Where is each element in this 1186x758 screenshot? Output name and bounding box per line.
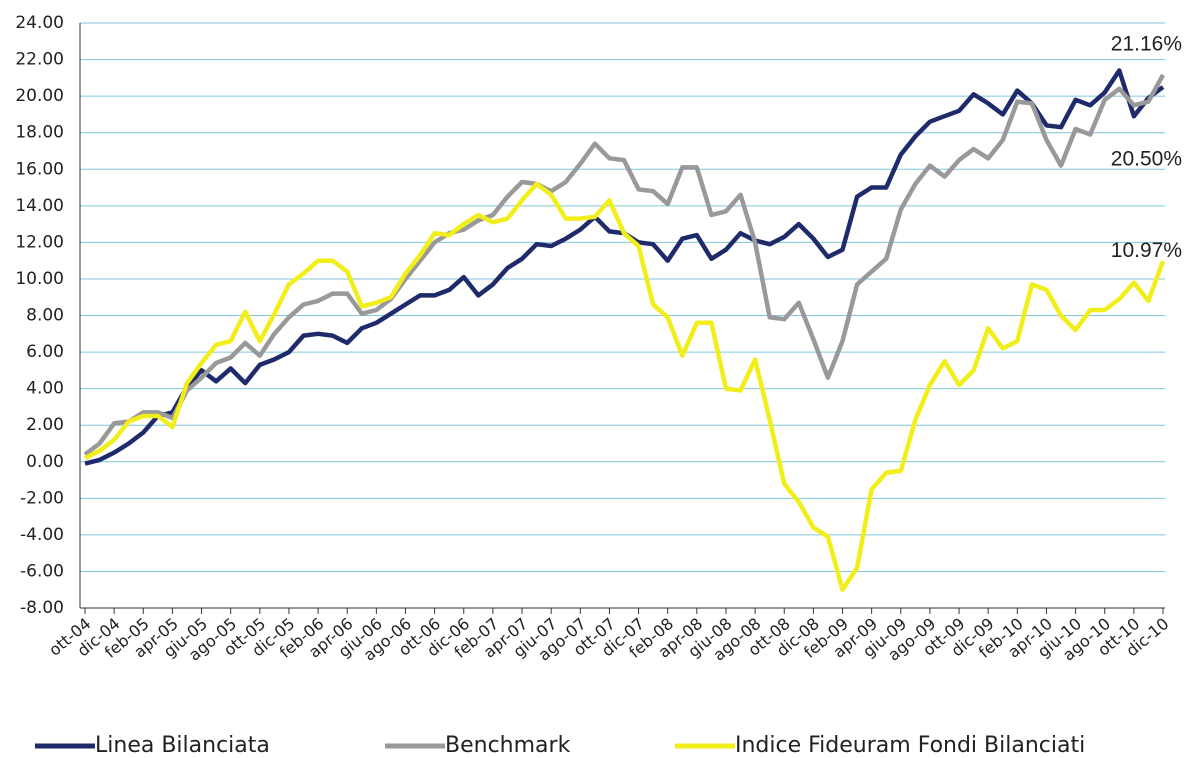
y-tick-label: 2.00 — [26, 415, 64, 435]
series-line — [83, 73, 1165, 457]
series-line — [84, 68, 1165, 466]
legend-label: Benchmark — [445, 733, 571, 758]
y-tick-label: -6.00 — [20, 561, 64, 581]
end-label: 10.97% — [1111, 239, 1182, 262]
y-tick-label: 14.00 — [15, 196, 64, 216]
y-tick-label: 16.00 — [15, 159, 64, 179]
y-tick-label: -4.00 — [20, 525, 64, 545]
y-tick-label: 0.00 — [26, 452, 64, 472]
legend-label: Linea Bilanciata — [95, 733, 270, 758]
y-tick-label: 22.00 — [15, 50, 64, 70]
y-tick-label: 8.00 — [26, 306, 64, 326]
y-tick-label: -8.00 — [20, 598, 64, 618]
y-tick-label: 12.00 — [15, 232, 64, 252]
y-tick-label: 18.00 — [15, 123, 64, 143]
y-tick-label: -2.00 — [20, 488, 64, 508]
y-tick-label: 6.00 — [26, 342, 64, 362]
end-label: 21.16% — [1111, 32, 1182, 55]
y-tick-label: 24.00 — [15, 13, 64, 33]
series-line — [83, 181, 1166, 592]
legend-label: Indice Fideuram Fondi Bilanciati — [735, 733, 1085, 758]
y-tick-label: 10.00 — [15, 269, 64, 289]
y-tick-label: 4.00 — [26, 379, 64, 399]
end-label: 20.50% — [1111, 148, 1182, 171]
y-tick-label: 20.00 — [15, 86, 64, 106]
